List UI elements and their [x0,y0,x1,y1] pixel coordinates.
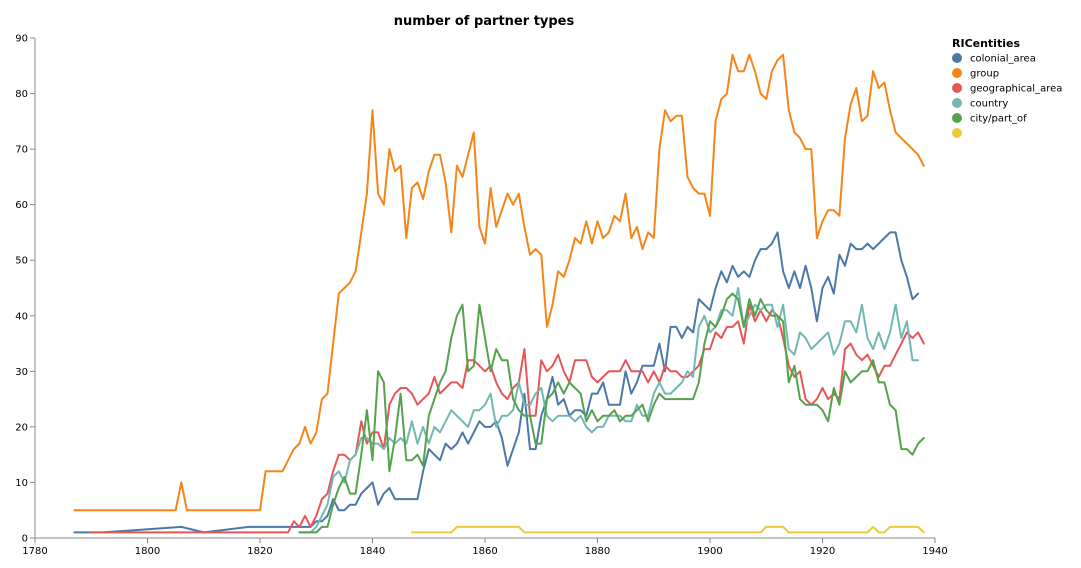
plot-area [73,53,925,534]
x-tick-label: 1860 [472,546,497,557]
legend-label: city/part_of [970,114,1027,125]
x-tick-label: 1780 [22,546,47,557]
y-tick-label: 90 [15,34,28,45]
legend-swatch [952,98,962,108]
legend-label: country [970,99,1008,110]
series-line-unnamed [410,525,925,534]
series-line-colonial-area [73,231,920,534]
x-tick-label: 1900 [697,546,722,557]
legend-swatch [952,113,962,123]
y-tick-label: 30 [15,367,28,378]
series-line-country [298,287,920,534]
legend-label: colonial_area [970,54,1036,65]
x-tick-label: 1880 [585,546,610,557]
legend-label: group [970,69,999,80]
series-line-group [73,53,925,512]
x-axis: 1780 1800 1820 1840 1860 1880 1900 1920 1940 [22,537,948,557]
y-tick-label: 10 [15,478,28,489]
y-tick-label: 20 [15,422,28,433]
x-tick-label: 1940 [922,546,947,557]
y-tick-label: 40 [15,311,28,322]
legend-swatch [952,68,962,78]
y-axis: 0 10 20 30 40 50 60 70 80 90 [15,34,36,545]
y-tick-label: 70 [15,145,28,156]
x-tick-label: 1820 [247,546,272,557]
legend-swatch [952,53,962,63]
x-tick-label: 1920 [810,546,835,557]
y-tick-label: 80 [15,89,28,100]
chart-title: number of partner types [394,14,575,29]
y-tick-label: 50 [15,256,28,267]
series-line-city-part-of [298,292,925,534]
legend-title: RICentities [952,37,1020,50]
y-tick-label: 60 [15,200,28,211]
y-tick-label: 0 [22,534,28,545]
legend-label: geographical_area [970,84,1062,95]
legend-swatch [952,83,962,93]
legend-swatch [952,128,962,138]
x-tick-label: 1800 [135,546,160,557]
x-tick-label: 1840 [360,546,385,557]
series-line-geographical-area [90,303,925,534]
